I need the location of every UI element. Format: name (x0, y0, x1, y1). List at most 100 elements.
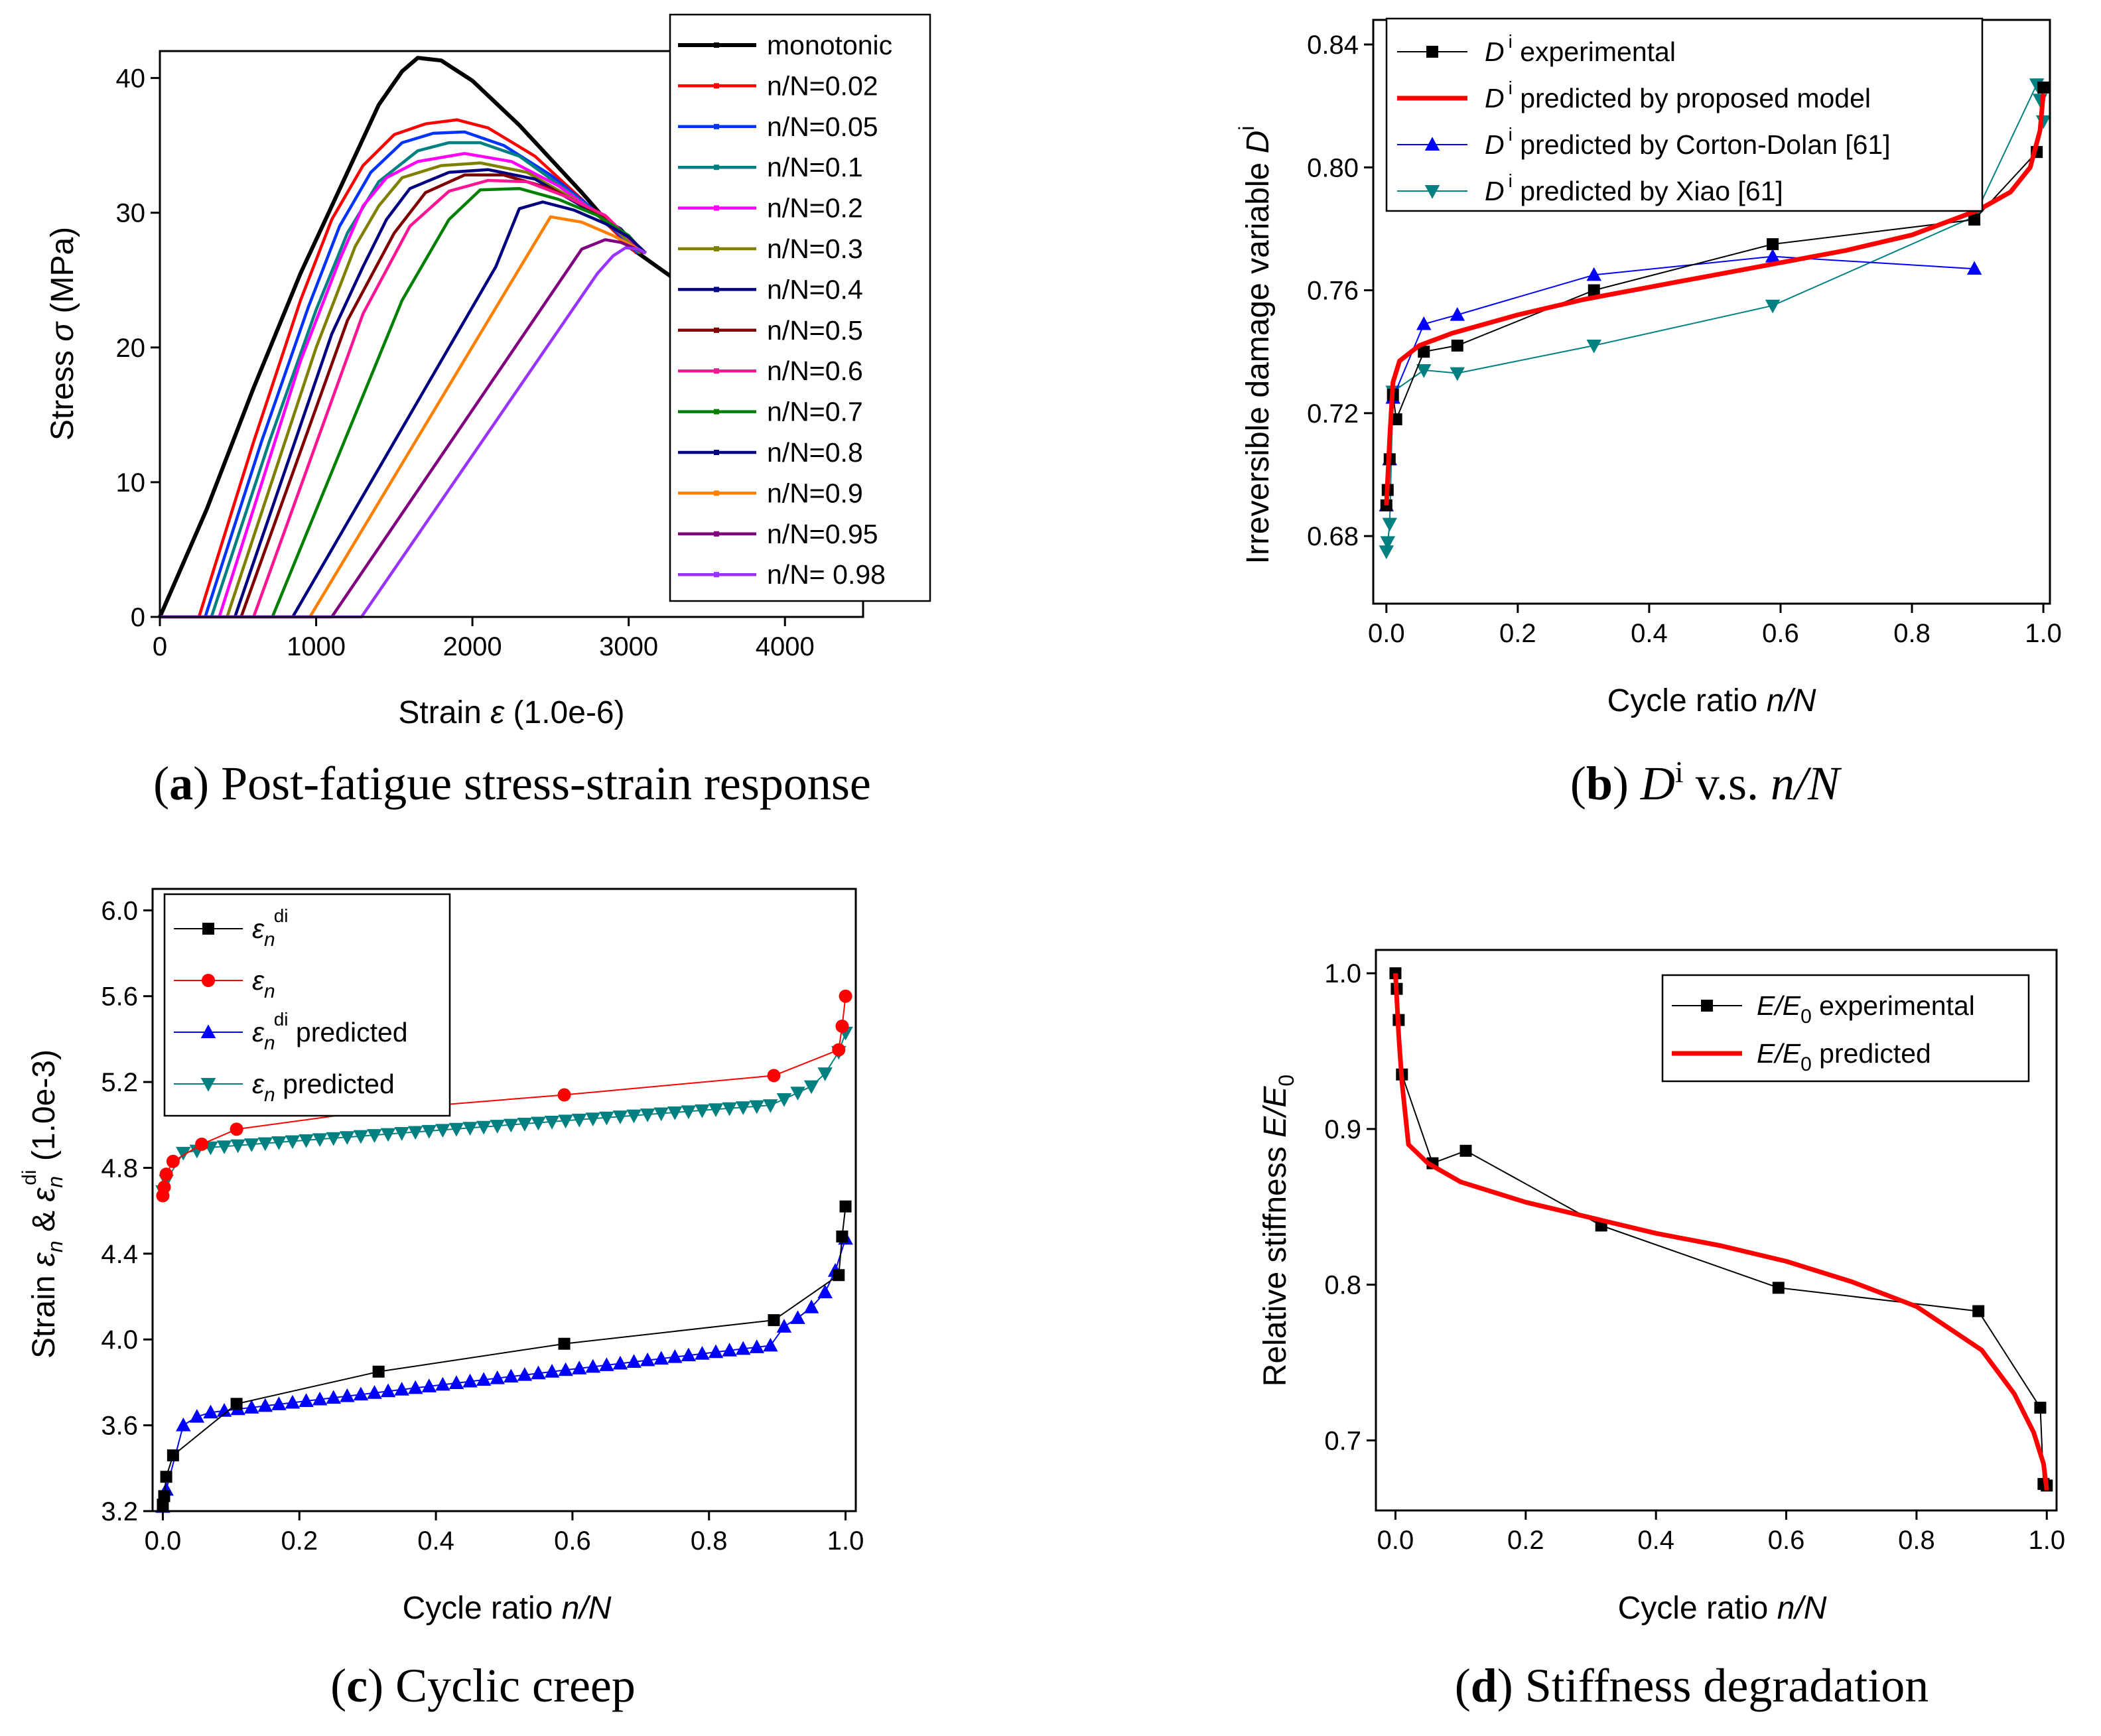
c-legend-marker (202, 974, 215, 987)
c-data-point (839, 989, 852, 1003)
d-data-point (1772, 1282, 1785, 1294)
b-x-tick-label: 0.2 (1499, 619, 1536, 648)
d-y-axis-label: Relative stiffness E/E0 (1258, 1075, 1298, 1386)
c-data-point (176, 1146, 191, 1161)
panel-a: 0 1000 2000 3000 4000 0 10 20 30 40 Strain ε (1.0… (45, 13, 931, 810)
c-data-point (203, 1404, 218, 1419)
c-data-point (421, 1124, 437, 1139)
c-data-point (768, 1314, 780, 1327)
b-data-point (1586, 339, 1601, 354)
d-legend: E/E0 experimental E/E0 predicted (1661, 974, 2030, 1083)
a-legend-marker (714, 246, 719, 251)
d-caption: (d) Stiffness degradation (1455, 1659, 1929, 1712)
c-data-point (257, 1137, 273, 1152)
a-x-tick-label: 0 (153, 632, 167, 661)
a-series-line-6 (160, 168, 644, 619)
c-data-point (312, 1133, 328, 1148)
a-x-axis-label: Strain ε (1.0e-6) (398, 695, 624, 730)
a-legend-marker (714, 409, 719, 415)
a-legend-label: monotonic (767, 30, 892, 60)
c-data-point (353, 1386, 369, 1401)
c-data-point (817, 1067, 833, 1081)
c-data-point (557, 1088, 571, 1102)
c-plot-area (155, 989, 853, 1513)
c-data-point (257, 1398, 273, 1412)
c-data-point (790, 1087, 805, 1101)
a-legend-marker (714, 327, 719, 333)
c-data-point (189, 1408, 205, 1423)
c-data-point (708, 1344, 724, 1359)
c-data-point (243, 1138, 259, 1152)
b-data-point (2037, 81, 2050, 94)
c-legend-marker (200, 1078, 216, 1092)
a-x-tick-label: 1000 (287, 632, 346, 661)
c-data-point (407, 1126, 423, 1140)
c-data-point (353, 1130, 369, 1144)
c-data-point (367, 1385, 382, 1399)
a-series-line-3 (160, 141, 641, 619)
d-x-tick-label: 0.4 (1637, 1526, 1674, 1555)
c-y-tick-label: 3.2 (101, 1497, 138, 1526)
a-legend-label: n/N=0.05 (767, 111, 878, 142)
a-caption: (a) Post-fatigue stress-strain response (153, 757, 871, 810)
b-y-axis-label: Irreversible damage variable Di (1235, 126, 1276, 565)
b-x-tick-label: 0.0 (1368, 619, 1405, 648)
c-data-point (299, 1134, 314, 1148)
b-data-point (1416, 364, 1432, 378)
c-data-point (490, 1370, 505, 1384)
d-legend-box (1661, 974, 2030, 1083)
c-y-tick-label: 4.0 (101, 1325, 138, 1355)
c-data-point (708, 1103, 724, 1118)
a-legend-marker (714, 287, 719, 293)
c-data-point (517, 1118, 533, 1132)
c-data-point (790, 1310, 805, 1324)
c-y-tick-label: 5.6 (101, 982, 138, 1012)
c-data-point (372, 1365, 385, 1378)
d-plot-area (1389, 967, 2053, 1492)
a-legend-label: n/N= 0.98 (767, 559, 886, 590)
c-data-point (803, 1080, 819, 1095)
b-x-tick-label: 0.6 (1762, 619, 1799, 648)
d-legend-marker (1701, 1000, 1713, 1012)
a-legend-label: n/N=0.02 (767, 70, 878, 101)
b-legend-marker (1424, 137, 1440, 151)
c-data-point (157, 1180, 171, 1194)
a-legend-marker (714, 531, 719, 537)
c-y-tick-label: 4.8 (101, 1154, 138, 1183)
a-series-line-1 (160, 118, 638, 619)
c-data-point (735, 1101, 751, 1115)
a-legend-marker (714, 205, 719, 211)
a-series-line-4 (160, 152, 643, 619)
b-data-point (1418, 346, 1430, 358)
c-data-point (836, 1230, 848, 1242)
c-data-point (312, 1391, 328, 1406)
a-y-tick-label: 0 (131, 603, 145, 632)
c-data-point (462, 1373, 478, 1388)
c-data-point (326, 1390, 341, 1404)
a-x-tick-label: 4000 (756, 632, 815, 661)
c-y-tick-label: 3.6 (101, 1412, 138, 1441)
c-data-point (462, 1122, 478, 1136)
d-x-tick-label: 0.2 (1507, 1526, 1544, 1555)
c-x-tick-label: 0.4 (417, 1526, 454, 1556)
c-data-point (394, 1382, 409, 1396)
a-legend-label: n/N=0.9 (767, 478, 863, 508)
d-x-axis-label: Cycle ratio n/N (1618, 1591, 1827, 1626)
panel-b: 0.0 0.2 0.4 0.6 0.8 1.0 0.68 0.72 0.76 0.80 0.84 C… (1235, 17, 2062, 810)
b-data-point (1765, 248, 1781, 263)
b-caption: (b) Di v.s. n/N (1570, 755, 1842, 810)
b-x-tick-label: 0.8 (1893, 619, 1931, 648)
d-y-tick-label: 1.0 (1324, 959, 1361, 988)
c-legend-label: εn (252, 965, 275, 1002)
a-legend-label: n/N=0.4 (767, 274, 863, 304)
c-data-point (158, 1490, 170, 1502)
c-data-point (599, 1111, 614, 1126)
c-data-point (776, 1093, 792, 1107)
a-legend-label: n/N=0.5 (767, 315, 863, 346)
c-data-point (763, 1099, 778, 1113)
c-data-point (517, 1367, 533, 1381)
b-y-tick-label: 0.84 (1307, 31, 1359, 60)
c-data-point (394, 1127, 409, 1141)
